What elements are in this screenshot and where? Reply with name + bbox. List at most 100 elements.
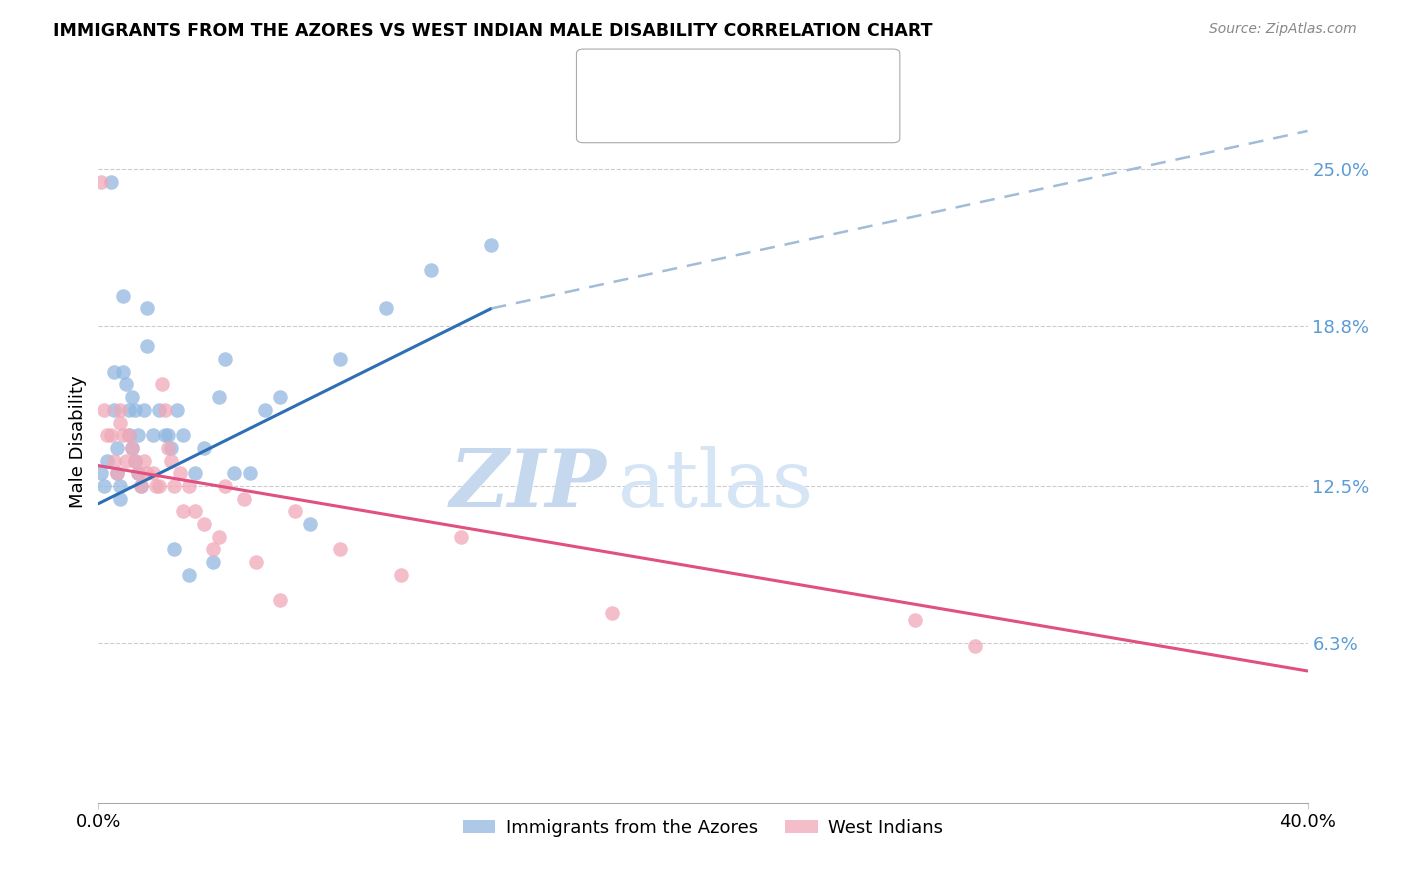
Point bbox=[114, 377, 136, 392]
Point bbox=[184, 504, 207, 518]
Point bbox=[239, 467, 262, 481]
Point bbox=[105, 467, 128, 481]
Point bbox=[103, 453, 125, 467]
Point bbox=[129, 479, 152, 493]
Point bbox=[214, 352, 236, 367]
Point bbox=[118, 428, 141, 442]
Point bbox=[269, 390, 291, 404]
Text: R =: R = bbox=[638, 107, 671, 125]
Point bbox=[202, 542, 225, 557]
Point bbox=[163, 542, 186, 557]
Text: 0.257: 0.257 bbox=[690, 67, 748, 85]
Point bbox=[160, 453, 183, 467]
Point bbox=[142, 428, 165, 442]
Point bbox=[121, 441, 143, 455]
Point bbox=[153, 428, 176, 442]
Point bbox=[124, 453, 146, 467]
Point bbox=[329, 352, 352, 367]
Point bbox=[156, 441, 179, 455]
Text: 48: 48 bbox=[815, 67, 839, 85]
Point bbox=[193, 441, 215, 455]
Point bbox=[184, 467, 207, 481]
Point bbox=[150, 377, 173, 392]
Point bbox=[214, 479, 236, 493]
Point bbox=[329, 542, 352, 557]
Point bbox=[179, 479, 201, 493]
Point bbox=[193, 516, 215, 531]
Point bbox=[118, 428, 141, 442]
Point bbox=[103, 365, 125, 379]
Point bbox=[179, 567, 201, 582]
Point bbox=[105, 441, 128, 455]
Point bbox=[284, 504, 307, 518]
Text: -0.335: -0.335 bbox=[690, 107, 755, 125]
Point bbox=[121, 441, 143, 455]
Point bbox=[602, 606, 624, 620]
Point bbox=[232, 491, 254, 506]
Point bbox=[160, 441, 183, 455]
Point bbox=[90, 467, 112, 481]
Point bbox=[93, 402, 115, 417]
Point bbox=[118, 402, 141, 417]
Point bbox=[108, 479, 131, 493]
Point bbox=[169, 467, 191, 481]
Legend: Immigrants from the Azores, West Indians: Immigrants from the Azores, West Indians bbox=[456, 812, 950, 845]
Point bbox=[450, 530, 472, 544]
Point bbox=[100, 175, 122, 189]
Point bbox=[148, 479, 170, 493]
Text: Source: ZipAtlas.com: Source: ZipAtlas.com bbox=[1209, 22, 1357, 37]
Point bbox=[93, 479, 115, 493]
Text: R =: R = bbox=[638, 67, 671, 85]
Y-axis label: Male Disability: Male Disability bbox=[69, 376, 87, 508]
Point bbox=[904, 613, 927, 627]
Point bbox=[132, 453, 155, 467]
Point bbox=[153, 402, 176, 417]
Point bbox=[127, 467, 149, 481]
Text: ZIP: ZIP bbox=[450, 446, 606, 524]
Point bbox=[127, 428, 149, 442]
Point bbox=[208, 530, 231, 544]
Point bbox=[142, 467, 165, 481]
Point bbox=[135, 339, 157, 353]
Point bbox=[172, 504, 194, 518]
Point bbox=[100, 428, 122, 442]
Point bbox=[124, 453, 146, 467]
Point bbox=[111, 289, 134, 303]
Point bbox=[96, 453, 118, 467]
Point bbox=[124, 402, 146, 417]
Point bbox=[224, 467, 246, 481]
Bar bbox=[596, 103, 626, 130]
Point bbox=[481, 238, 503, 252]
Point bbox=[145, 479, 167, 493]
Point bbox=[132, 402, 155, 417]
Point bbox=[156, 428, 179, 442]
Point bbox=[389, 567, 412, 582]
Bar bbox=[596, 62, 626, 89]
Point bbox=[374, 301, 396, 316]
Point bbox=[208, 390, 231, 404]
Point bbox=[108, 491, 131, 506]
Text: IMMIGRANTS FROM THE AZORES VS WEST INDIAN MALE DISABILITY CORRELATION CHART: IMMIGRANTS FROM THE AZORES VS WEST INDIA… bbox=[53, 22, 934, 40]
Point bbox=[129, 479, 152, 493]
Point bbox=[135, 467, 157, 481]
Point bbox=[269, 593, 291, 607]
Point bbox=[90, 175, 112, 189]
Point bbox=[202, 555, 225, 569]
Point bbox=[965, 639, 987, 653]
Point bbox=[108, 402, 131, 417]
Point bbox=[420, 263, 443, 277]
Point bbox=[121, 390, 143, 404]
Text: N =: N = bbox=[768, 107, 801, 125]
Point bbox=[299, 516, 322, 531]
Point bbox=[135, 301, 157, 316]
Point bbox=[148, 402, 170, 417]
Text: atlas: atlas bbox=[619, 446, 814, 524]
Point bbox=[245, 555, 267, 569]
Point bbox=[111, 428, 134, 442]
Point bbox=[111, 365, 134, 379]
Point bbox=[127, 467, 149, 481]
Point bbox=[172, 428, 194, 442]
Text: 43: 43 bbox=[815, 107, 839, 125]
Point bbox=[103, 402, 125, 417]
Point bbox=[163, 479, 186, 493]
